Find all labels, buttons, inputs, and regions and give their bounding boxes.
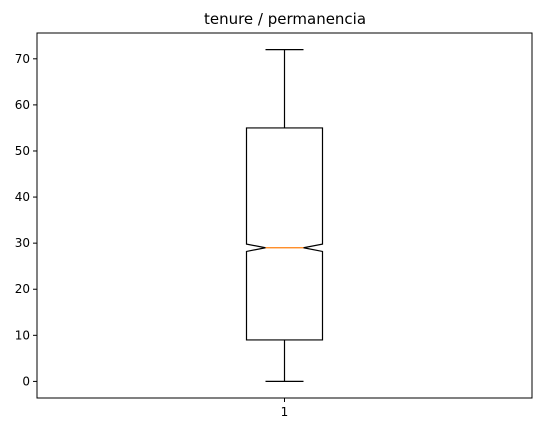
y-tick-label: 40 — [15, 190, 30, 204]
y-tick-label: 10 — [15, 328, 30, 342]
chart-title: tenure / permanencia — [204, 10, 366, 28]
box-body — [245, 127, 324, 341]
y-tick-label: 0 — [22, 374, 30, 388]
y-tick-label: 60 — [15, 98, 30, 112]
y-tick-label: 70 — [15, 52, 30, 66]
y-tick-label: 20 — [15, 282, 30, 296]
y-tick-label: 50 — [15, 144, 30, 158]
plot-area: 0 10 20 30 40 50 60 70 1 — [15, 32, 533, 419]
x-tick-label: 1 — [281, 405, 289, 419]
y-tick-label: 30 — [15, 236, 30, 250]
